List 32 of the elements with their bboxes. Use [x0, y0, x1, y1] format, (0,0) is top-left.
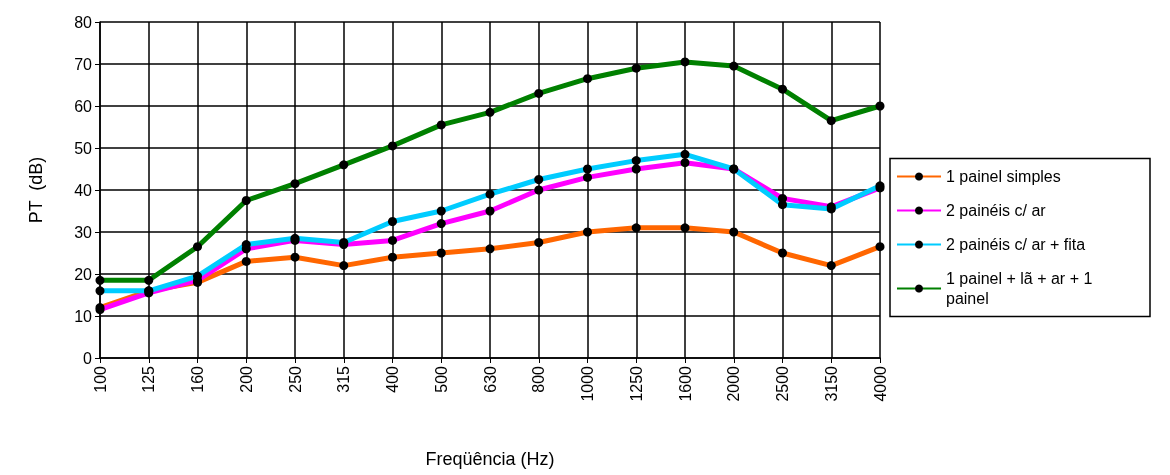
y-tick-label: 10 [74, 307, 93, 325]
x-tick-label: 500 [432, 365, 450, 393]
y-tick-label: 20 [74, 265, 93, 283]
x-tick-label: 3150 [822, 365, 840, 402]
y-tick-label: 40 [74, 181, 93, 199]
legend-label: 1 painel simples [946, 168, 1061, 185]
y-tick-label: 0 [83, 349, 93, 367]
y-tick-label: 70 [74, 55, 93, 73]
x-tick-label: 125 [140, 365, 158, 393]
y-tick-label: 80 [74, 13, 93, 31]
x-tick-label: 315 [335, 365, 353, 393]
x-tick-label: 2000 [725, 365, 743, 402]
x-tick-label: 1250 [627, 365, 645, 402]
x-tick-label: 1000 [579, 365, 596, 402]
y-axis-title: PT (dB) [26, 156, 46, 224]
y-tick-label: 30 [74, 223, 93, 241]
x-tick-label: 200 [237, 365, 255, 393]
x-tick-label: 4000 [871, 365, 889, 402]
legend-label: 2 painéis c/ ar + fita [946, 236, 1086, 253]
y-tick-label: 60 [74, 97, 93, 115]
x-tick-label: 250 [286, 365, 304, 393]
x-tick-label: 1600 [676, 365, 694, 402]
x-tick-label: 400 [384, 365, 401, 393]
x-tick-label: 100 [91, 365, 109, 393]
y-tick-label: 50 [74, 139, 93, 157]
x-tick-label: 800 [530, 365, 548, 393]
x-axis-title: Freqüência (Hz) [425, 449, 555, 469]
legend-label: 1 painel + lã + ar + 1 painel [946, 270, 1097, 307]
x-tick-label: 2500 [774, 365, 791, 402]
x-tick-label: 630 [481, 365, 499, 393]
legend-label: 2 painéis c/ ar [946, 202, 1047, 219]
x-tick-label: 160 [189, 365, 206, 393]
